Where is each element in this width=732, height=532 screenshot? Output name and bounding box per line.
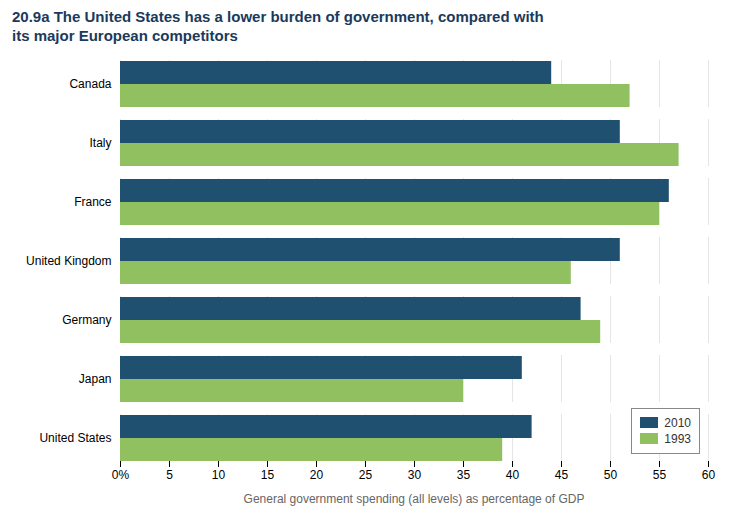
svg-text:15: 15 — [261, 468, 275, 482]
svg-text:60: 60 — [702, 468, 716, 482]
svg-text:United States: United States — [39, 430, 111, 444]
svg-text:40: 40 — [506, 468, 520, 482]
svg-text:Japan: Japan — [79, 371, 112, 385]
svg-text:Germany: Germany — [62, 312, 111, 326]
svg-text:Canada: Canada — [69, 76, 111, 90]
html-text:General government spending (a: General government spending (all levels)… — [243, 491, 585, 506]
svg-text:30: 30 — [408, 468, 422, 482]
svg-text:25: 25 — [359, 468, 373, 482]
svg-text:France: France — [74, 194, 112, 208]
svg-text:20: 20 — [310, 468, 324, 482]
svg-text:35: 35 — [457, 468, 471, 482]
svg-text:45: 45 — [555, 468, 569, 482]
svg-text:0%: 0% — [112, 468, 130, 482]
html-text:1993: 1993 — [664, 431, 691, 446]
svg-text:5: 5 — [166, 468, 173, 482]
svg-text:50: 50 — [604, 468, 618, 482]
svg-text:10: 10 — [212, 468, 226, 482]
svg-text:Italy: Italy — [89, 135, 111, 149]
html-text:2010: 2010 — [664, 415, 691, 430]
html-text:20.9a The United States has a: 20.9a The United States has a lower burd… — [12, 8, 544, 44]
svg-text:United Kingdom: United Kingdom — [26, 253, 111, 267]
svg-text:55: 55 — [653, 468, 667, 482]
